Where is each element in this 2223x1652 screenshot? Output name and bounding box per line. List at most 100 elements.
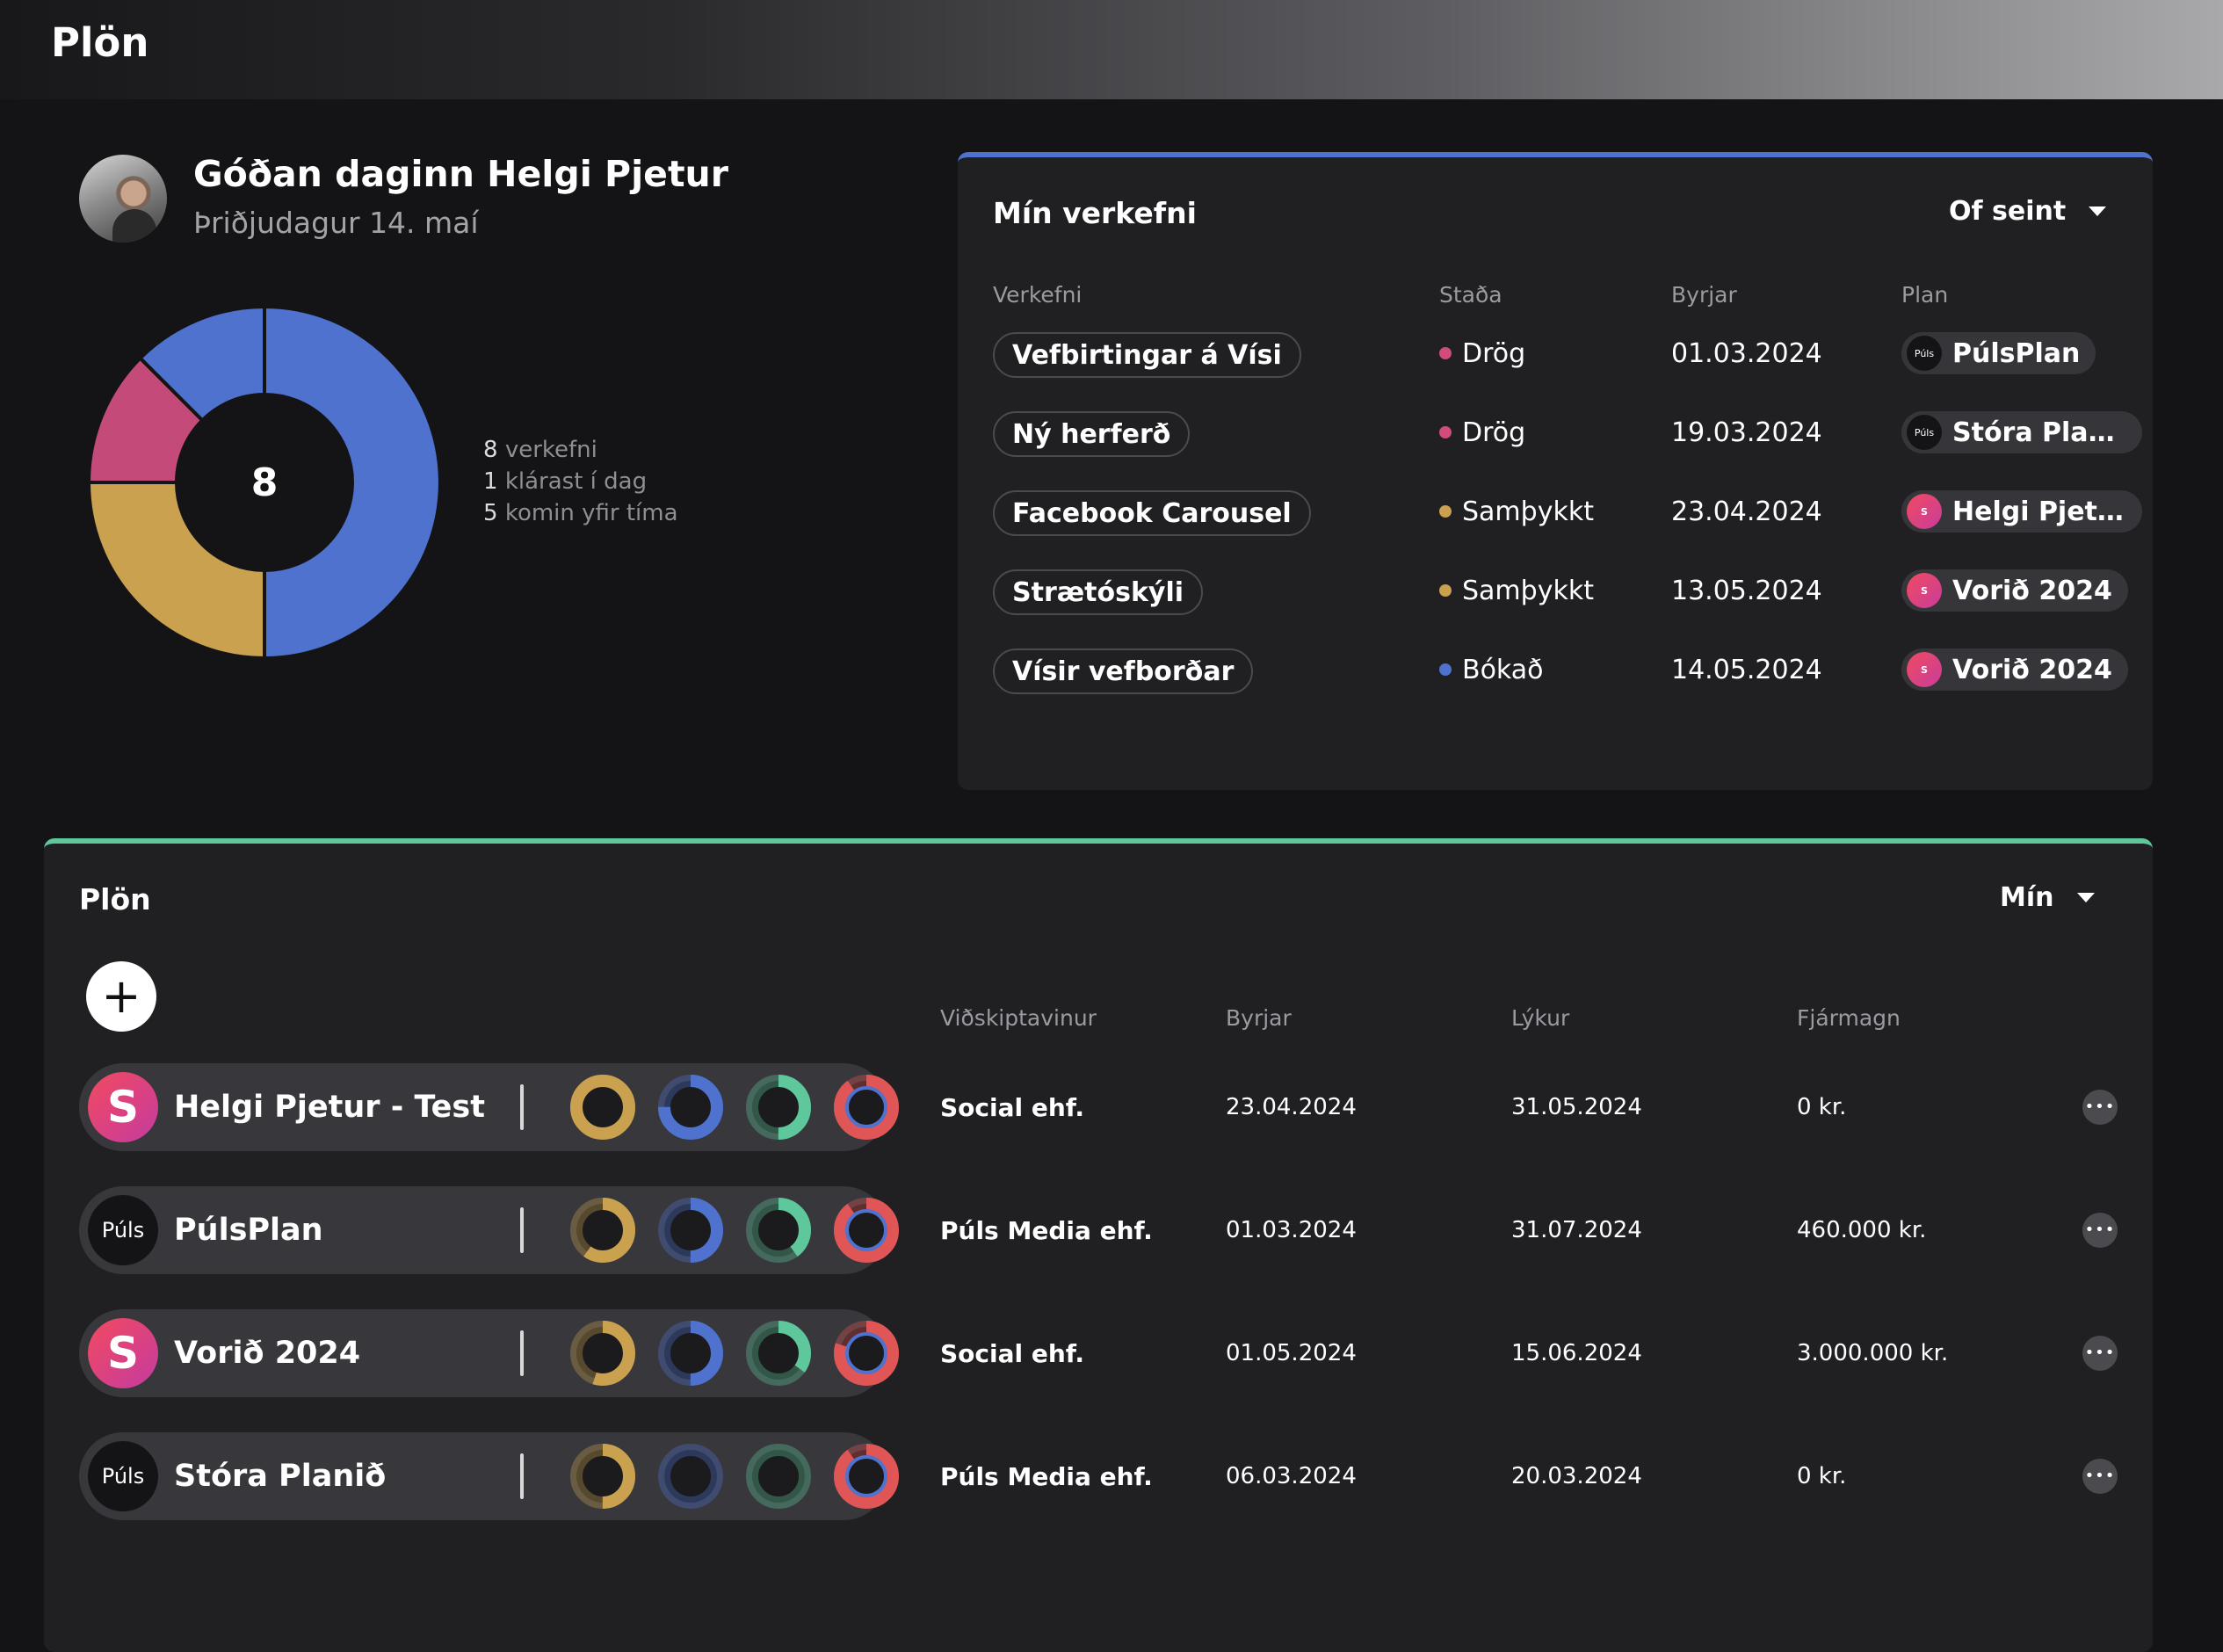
puls-logo-icon: Púls [88,1441,158,1511]
task-row[interactable]: Facebook Carousel Samþykkt 23.04.2024 S Helg… [958,487,2153,540]
greeting-date: Þriðjudagur 14. maí [193,206,479,240]
plan-start-date: 01.05.2024 [1226,1340,1357,1366]
progress-ring [834,1321,899,1386]
plan-end-date: 31.07.2024 [1511,1217,1642,1243]
plan-row[interactable]: S Vorið 2024 Social ehf. 01.05.2024 15.06.20… [44,1309,2153,1397]
task-status: Samþykkt [1439,566,1594,615]
plan-row[interactable]: Púls PúlsPlan Púls Media ehf. 01.03.2024 31.… [44,1186,2153,1274]
divider [520,1084,524,1130]
status-dot [1439,584,1452,597]
task-plan-label: Helgi Pjetur - Test [1952,496,2126,527]
task-start-date: 23.04.2024 [1671,496,1822,527]
more-options-icon[interactable]: ••• [2082,1336,2118,1371]
divider [520,1453,524,1499]
puls-logo-icon: Púls [1907,415,1942,450]
progress-ring [570,1198,635,1263]
col-header-task: Verkefni [993,282,1083,308]
progress-ring [834,1444,899,1509]
social-logo-icon: S [88,1318,158,1388]
plan-budget: 0 kr. [1797,1463,1847,1489]
plan-pill[interactable]: Púls PúlsPlan [79,1186,899,1274]
plan-row[interactable]: S Helgi Pjetur - Test Social ehf. 23.04.202… [44,1063,2153,1151]
status-dot [1439,347,1452,359]
plan-end-date: 20.03.2024 [1511,1463,1642,1489]
task-start-date: 14.05.2024 [1671,654,1822,685]
progress-ring [746,1075,811,1140]
col-header-client: Viðskiptavinur [940,1005,1097,1031]
plan-row[interactable]: Púls Stóra Planið Púls Media ehf. 06.03.202… [44,1432,2153,1520]
task-name-chip[interactable]: Ný herferð [993,411,1191,457]
plan-pill[interactable]: S Vorið 2024 [79,1309,899,1397]
progress-ring [658,1321,723,1386]
plan-client: Púls Media ehf. [940,1461,1153,1491]
plan-start-date: 06.03.2024 [1226,1463,1357,1489]
task-plan-chip[interactable]: Púls Stóra Planið [1901,411,2142,453]
chevron-down-icon [2076,893,2095,902]
task-start-date: 13.05.2024 [1671,575,1822,606]
progress-ring [746,1198,811,1263]
task-start-date: 01.03.2024 [1671,337,1822,369]
more-options-icon[interactable]: ••• [2082,1090,2118,1125]
avatar[interactable] [79,155,167,243]
plan-pill[interactable]: Púls Stóra Planið [79,1432,899,1520]
social-logo-icon: S [88,1072,158,1142]
task-plan-chip[interactable]: S Vorið 2024 [1901,648,2128,691]
donut-segment [263,304,442,661]
progress-ring [658,1075,723,1140]
task-plan-chip[interactable]: Púls PúlsPlan [1901,332,2096,374]
donut-hole [178,396,351,569]
task-row[interactable]: Strætóskýli Samþykkt 13.05.2024 S Vorið 2024 [958,566,2153,619]
progress-ring [570,1444,635,1509]
plan-end-date: 31.05.2024 [1511,1094,1642,1120]
progress-ring [658,1444,723,1509]
stat-due-today: 1 klárast í dag [483,468,648,495]
task-name-chip[interactable]: Vísir vefborðar [993,648,1254,694]
divider [520,1207,524,1253]
plan-budget: 0 kr. [1797,1094,1847,1120]
task-name-chip[interactable]: Strætóskýli [993,569,1204,615]
plan-budget: 460.000 kr. [1797,1217,1927,1243]
task-plan-label: Vorið 2024 [1952,654,2112,685]
task-status: Bókað [1439,645,1544,694]
plan-name: Stóra Planið [174,1459,387,1494]
task-name-chip[interactable]: Facebook Carousel [993,490,1311,536]
chevron-down-icon [2089,206,2107,216]
plan-client: Social ehf. [940,1338,1085,1368]
task-status-label: Bókað [1462,654,1544,685]
plans-filter-dropdown[interactable]: Mín [2000,882,2095,913]
task-status: Drög [1439,408,1525,457]
col-header-plan: Plan [1901,282,1949,308]
plan-name: Vorið 2024 [174,1336,361,1371]
plans-filter-label: Mín [2000,882,2054,913]
task-plan-label: Vorið 2024 [1952,575,2112,606]
task-status: Drög [1439,329,1525,378]
task-row[interactable]: Vefbirtingar á Vísi Drög 01.03.2024 Púls Púl… [958,329,2153,381]
task-row[interactable]: Vísir vefborðar Bókað 14.05.2024 S Vorið 202… [958,645,2153,698]
stat-overdue: 5 komin yfir tíma [483,500,678,526]
col-header-start: Byrjar [1671,282,1737,308]
col-header-status: Staða [1439,282,1503,308]
progress-ring [570,1321,635,1386]
col-header-plan-end: Lýkur [1511,1005,1570,1031]
app-title: Plön [51,19,149,66]
plan-name: PúlsPlan [174,1213,323,1248]
tasks-filter-label: Of seint [1949,196,2067,227]
divider [520,1330,524,1376]
more-options-icon[interactable]: ••• [2082,1213,2118,1248]
progress-ring [834,1075,899,1140]
task-plan-chip[interactable]: S Vorið 2024 [1901,569,2128,612]
tasks-filter-dropdown[interactable]: Of seint [1949,196,2107,227]
task-plan-chip[interactable]: S Helgi Pjetur - Test [1901,490,2142,533]
add-plan-button[interactable]: + [86,961,156,1032]
task-name-chip[interactable]: Vefbirtingar á Vísi [993,332,1301,378]
task-status-label: Samþykkt [1462,496,1594,527]
task-start-date: 19.03.2024 [1671,417,1822,448]
plan-pill[interactable]: S Helgi Pjetur - Test [79,1063,899,1151]
task-status: Samþykkt [1439,487,1594,536]
task-status-label: Drög [1462,417,1526,448]
my-tasks-card: Mín verkefni Of seint Verkefni Staða Byr… [958,152,2153,790]
task-row[interactable]: Ný herferð Drög 19.03.2024 Púls Stóra Planið [958,408,2153,460]
more-options-icon[interactable]: ••• [2082,1459,2118,1494]
progress-ring [658,1198,723,1263]
plan-budget: 3.000.000 kr. [1797,1340,1949,1366]
